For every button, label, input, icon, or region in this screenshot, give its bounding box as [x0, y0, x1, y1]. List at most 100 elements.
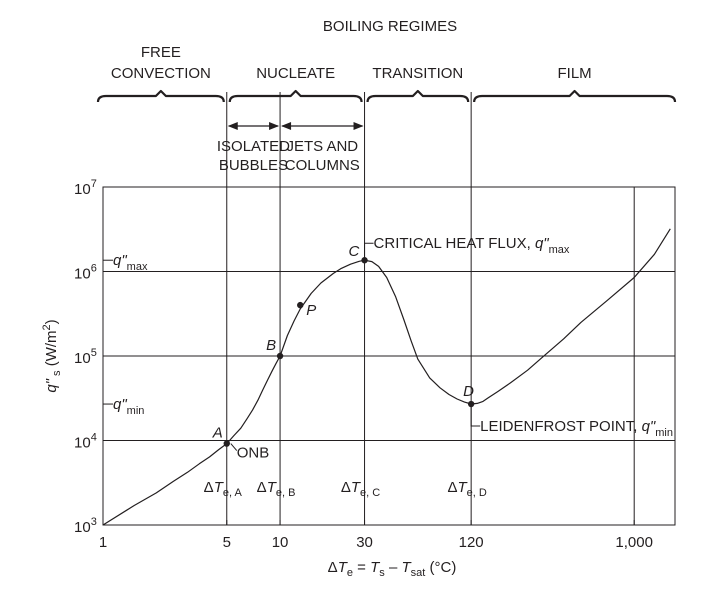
y-tick-base: 10: [74, 435, 91, 452]
leidenfrost-leader: [470, 404, 481, 427]
leidenfrost-label: LEIDENFROST POINT, q"min: [480, 418, 673, 439]
reference-label: ΔTe, C: [341, 479, 380, 499]
subregime-label: COLUMNS: [285, 157, 360, 174]
x-tick-label: 1,000: [615, 534, 653, 551]
point-label-c: C: [349, 243, 360, 260]
reference-label-delta: Δ: [341, 479, 351, 496]
y-tick-label: 104: [74, 432, 97, 452]
reference-label: ΔTe, A: [204, 479, 243, 499]
y-tick-base: 10: [74, 519, 91, 536]
q-level-sub: min: [127, 405, 145, 417]
leidenfrost-label-sub: min: [655, 427, 673, 439]
regime-label: CONVECTION: [111, 65, 211, 82]
y-axis-label-close: ): [43, 319, 60, 324]
curve-layer: [102, 228, 671, 526]
q-level-q: q": [113, 252, 127, 269]
x-axis-label-e: e: [347, 567, 353, 579]
point-a: [223, 440, 230, 447]
reference-label-T: T: [457, 479, 468, 496]
regime-brace: [228, 89, 363, 103]
y-tick-label: 103: [74, 516, 97, 536]
y-tick-exp: 5: [91, 347, 97, 359]
x-tick-label: 5: [223, 534, 231, 551]
subregime-arrowhead: [227, 122, 238, 130]
reference-label-sub: e, D: [467, 487, 487, 499]
subregime-arrowhead: [353, 122, 364, 130]
critical-label-sub: max: [549, 244, 570, 256]
y-tick-exp: 7: [91, 178, 97, 190]
q-level-sub: max: [127, 261, 148, 273]
point-d: [467, 400, 475, 408]
reference-label-sub: e, C: [360, 487, 380, 499]
point-label-b: B: [266, 337, 276, 354]
y-axis-label: q" s (W/m2): [41, 319, 63, 392]
x-axis-label-sat: sat: [411, 567, 426, 579]
onb-leader: [230, 443, 238, 451]
boiling-curve: [102, 228, 671, 526]
regime-brace: [96, 89, 225, 103]
y-axis-label-sq: 2: [41, 324, 53, 330]
chart-title: BOILING REGIMES: [323, 18, 457, 35]
reference-label-delta: Δ: [204, 479, 214, 496]
reference-label-T: T: [267, 479, 278, 496]
y-tick-label: 105: [74, 347, 97, 367]
y-tick-exp: 6: [91, 263, 97, 275]
x-axis-label-delta: Δ: [328, 559, 338, 576]
reference-label-sub: e, A: [223, 487, 243, 499]
q-level-q: q": [113, 396, 127, 413]
onb-label: ONB: [237, 445, 270, 462]
critical-leader: [364, 242, 374, 261]
reference-label-sub: e, B: [276, 487, 296, 499]
point-b: [276, 352, 284, 360]
q-level-label: q"max: [113, 252, 148, 273]
reference-label: ΔTe, B: [257, 479, 296, 499]
y-tick-exp: 4: [91, 432, 97, 444]
regime-brace: [473, 89, 677, 103]
subregime-label: BUBBLES: [219, 157, 288, 174]
subregime-label: ISOLATED: [217, 138, 290, 155]
x-tick-label: 10: [272, 534, 289, 551]
point-label-a: A: [212, 425, 223, 442]
point-label-d: D: [463, 383, 474, 400]
leidenfrost-label-text: LEIDENFROST POINT,: [480, 418, 641, 435]
regime-label: FREE: [141, 44, 181, 61]
regime-label: NUCLEATE: [256, 65, 335, 82]
reference-label: ΔTe, D: [447, 479, 486, 499]
regime-label: FILM: [557, 65, 591, 82]
x-axis-label-minus: –: [385, 559, 402, 576]
q-level-label: q"min: [113, 396, 144, 417]
point-label-p: P: [306, 302, 316, 319]
x-axis-label-eq: =: [353, 559, 370, 576]
x-axis-label-unit: (°C): [425, 559, 456, 576]
subregime-label: JETS AND: [286, 138, 358, 155]
regime-brace: [366, 89, 470, 103]
x-tick-label: 120: [459, 534, 484, 551]
reference-label-T: T: [351, 479, 362, 496]
x-tick-label: 30: [356, 534, 373, 551]
x-axis-label-Ts: T: [370, 559, 381, 576]
y-axis-label-s: s: [51, 370, 63, 379]
subregime-arrowhead: [281, 122, 292, 130]
reference-label-T: T: [214, 479, 225, 496]
y-axis-label-unit: (W/m: [43, 330, 60, 370]
critical-label-q: q": [535, 235, 549, 252]
y-tick-base: 10: [74, 266, 91, 283]
leidenfrost-label-q: q": [642, 418, 656, 435]
regime-layer: FREE CONVECTION NUCLEATE TRANSITION FILM ISOL…: [96, 44, 677, 174]
y-tick-base: 10: [74, 350, 91, 367]
x-axis-label: ΔTe = Ts – Tsat (°C): [328, 559, 457, 579]
x-tick-label: 1: [99, 534, 107, 551]
y-tick-label: 107: [74, 178, 97, 198]
x-axis-label-s: s: [379, 567, 385, 579]
critical-label-text: CRITICAL HEAT FLUX,: [374, 235, 535, 252]
y-tick-base: 10: [74, 181, 91, 198]
subregime-arrowhead: [269, 122, 280, 130]
x-axis-label-Tsat: T: [401, 559, 412, 576]
reference-label-delta: Δ: [257, 479, 267, 496]
reference-label-delta: Δ: [447, 479, 457, 496]
y-tick-label: 106: [74, 263, 97, 283]
y-tick-exp: 3: [91, 516, 97, 528]
y-axis-label-q: q": [43, 378, 60, 392]
